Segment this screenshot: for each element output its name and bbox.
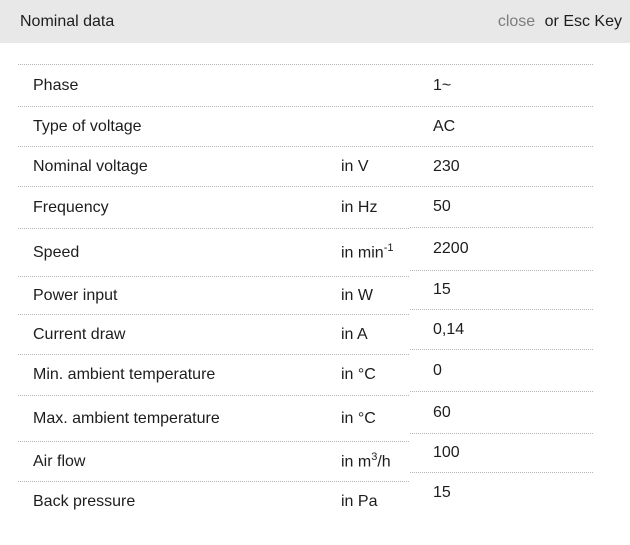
spec-value: 100 — [433, 444, 460, 461]
spec-value-row: 2200 — [410, 227, 593, 270]
spec-value-row: AC — [410, 106, 593, 146]
esc-key-hint: or Esc Key — [544, 12, 622, 30]
spec-value-row: 60 — [410, 391, 593, 433]
spec-value: 15 — [433, 281, 451, 298]
spec-unit: in °C — [341, 409, 376, 427]
spec-label: Speed — [33, 243, 80, 261]
spec-row: Frequency in Hz — [18, 186, 409, 228]
spec-label: Max. ambient temperature — [33, 409, 220, 427]
spec-value-row: 230 — [410, 146, 593, 186]
spec-value: 0,14 — [433, 320, 465, 338]
spec-value: AC — [433, 117, 456, 135]
spec-unit-superscript: 3 — [371, 450, 378, 463]
dialog-title: Nominal data — [20, 12, 115, 30]
spec-row: Max. ambient temperature in °C — [18, 395, 409, 441]
spec-value: 0 — [433, 361, 442, 379]
spec-unit: in A — [341, 325, 368, 343]
spec-row: Type of voltage — [18, 106, 409, 146]
spec-value: 60 — [433, 403, 451, 421]
spec-value: 1~ — [433, 76, 452, 94]
spec-unit: in m3/h — [341, 450, 391, 471]
spec-unit: in W — [341, 286, 373, 304]
spec-label: Power input — [33, 286, 118, 304]
spec-value-row: 15 — [410, 472, 593, 512]
spec-row: Nominal voltage in V — [18, 146, 409, 186]
spec-unit: in °C — [341, 366, 376, 383]
spec-unit-superscript: -1 — [383, 241, 394, 254]
spec-row: Air flow in m3/h — [18, 441, 409, 481]
spec-value: 230 — [433, 157, 460, 175]
spec-value: 15 — [433, 483, 451, 501]
spec-row: Phase — [18, 64, 409, 106]
spec-label: Air flow — [33, 452, 86, 470]
dialog-header: Nominal data close or Esc Key — [0, 0, 630, 43]
spec-unit: in V — [341, 157, 369, 175]
spec-row: Speed in min-1 — [18, 228, 409, 276]
spec-label: Type of voltage — [33, 117, 142, 135]
spec-table-labels: Phase Type of voltage Nominal voltage in V F… — [18, 64, 409, 522]
spec-value-row: 1~ — [410, 64, 593, 106]
spec-unit: in Pa — [341, 493, 378, 510]
spec-value-row: 100 — [410, 433, 593, 472]
spec-value-row: 0 — [410, 349, 593, 391]
spec-label: Min. ambient temperature — [33, 366, 216, 383]
spec-row: Power input in W — [18, 276, 409, 314]
spec-label: Current draw — [33, 325, 126, 343]
spec-label: Frequency — [33, 198, 109, 216]
spec-row: Min. ambient temperature in °C — [18, 354, 409, 395]
spec-label: Phase — [33, 76, 79, 94]
spec-value: 50 — [433, 198, 451, 215]
spec-unit: in min-1 — [341, 241, 394, 262]
spec-table-values: 1~ AC 230 50 2200 15 0,14 0 60 100 15 — [410, 64, 593, 512]
spec-row: Current draw in A — [18, 314, 409, 354]
spec-label: Nominal voltage — [33, 157, 148, 175]
spec-value-row: 50 — [410, 186, 593, 227]
spec-value-row: 0,14 — [410, 309, 593, 349]
spec-value: 2200 — [433, 240, 469, 257]
dialog-close-area: close or Esc Key — [498, 13, 622, 31]
spec-label: Back pressure — [33, 493, 136, 510]
spec-value-row: 15 — [410, 270, 593, 309]
spec-unit: in Hz — [341, 198, 378, 216]
spec-row: Back pressure in Pa — [18, 481, 409, 522]
close-button[interactable]: close — [497, 12, 536, 30]
